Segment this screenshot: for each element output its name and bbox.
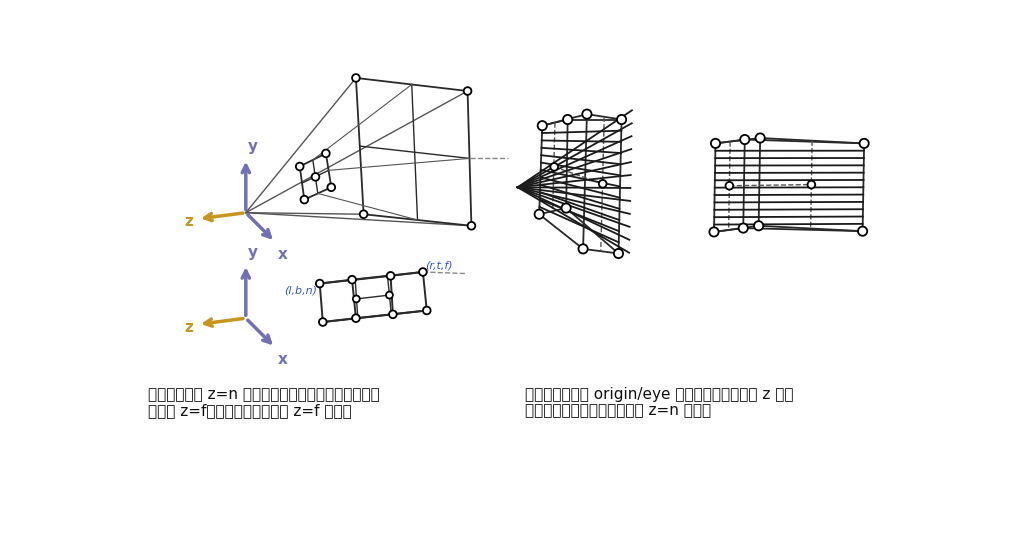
Circle shape (563, 115, 573, 124)
Circle shape (296, 163, 304, 170)
Circle shape (316, 280, 323, 287)
Text: y: y (248, 245, 259, 260)
Circle shape (419, 268, 427, 276)
Circle shape (360, 210, 368, 218)
Circle shape (583, 109, 592, 119)
Circle shape (808, 180, 815, 189)
Text: 透视投影保持 z=n 平面上的点不变，并将透视体积背: 透视投影保持 z=n 平面上的点不变，并将透视体积背 (148, 388, 380, 403)
Circle shape (327, 184, 335, 191)
Circle shape (352, 74, 360, 82)
Text: 面的大 z=f矩形映射到背面的小 z=f 矩形。: 面的大 z=f矩形映射到背面的小 z=f 矩形。 (148, 403, 351, 418)
Circle shape (562, 203, 571, 213)
Circle shape (387, 272, 395, 280)
Circle shape (711, 139, 720, 148)
Text: x: x (278, 352, 288, 367)
Text: y: y (248, 139, 259, 154)
Circle shape (857, 226, 868, 236)
Text: 行的直线上，而不移动直线上 z=n 的点。: 行的直线上，而不移动直线上 z=n 的点。 (525, 403, 711, 418)
Circle shape (579, 244, 588, 254)
Text: z: z (185, 215, 194, 230)
Circle shape (860, 139, 869, 148)
Circle shape (312, 173, 319, 180)
Text: (l,b,n): (l,b,n) (285, 285, 317, 295)
Circle shape (352, 315, 360, 322)
Circle shape (301, 196, 308, 203)
Circle shape (754, 221, 764, 230)
Circle shape (386, 292, 393, 299)
Circle shape (352, 295, 360, 302)
Circle shape (725, 182, 733, 190)
Circle shape (464, 87, 472, 95)
Circle shape (614, 249, 623, 258)
Circle shape (423, 307, 430, 315)
Circle shape (468, 222, 476, 230)
Circle shape (348, 276, 356, 284)
Circle shape (389, 310, 397, 318)
Text: (r,t,f): (r,t,f) (425, 261, 452, 270)
Circle shape (617, 115, 626, 124)
Circle shape (740, 135, 749, 144)
Circle shape (534, 210, 543, 219)
Circle shape (537, 121, 546, 130)
Circle shape (319, 318, 326, 326)
Circle shape (322, 150, 329, 157)
Text: x: x (278, 247, 288, 262)
Circle shape (709, 227, 718, 237)
Circle shape (550, 163, 559, 171)
Circle shape (755, 134, 765, 143)
Circle shape (599, 180, 607, 187)
Circle shape (738, 223, 747, 233)
Text: 透视投影将通过 origin/eye 的任何直线映射到与 z 轴平: 透视投影将通过 origin/eye 的任何直线映射到与 z 轴平 (525, 388, 794, 403)
Text: z: z (185, 320, 194, 335)
